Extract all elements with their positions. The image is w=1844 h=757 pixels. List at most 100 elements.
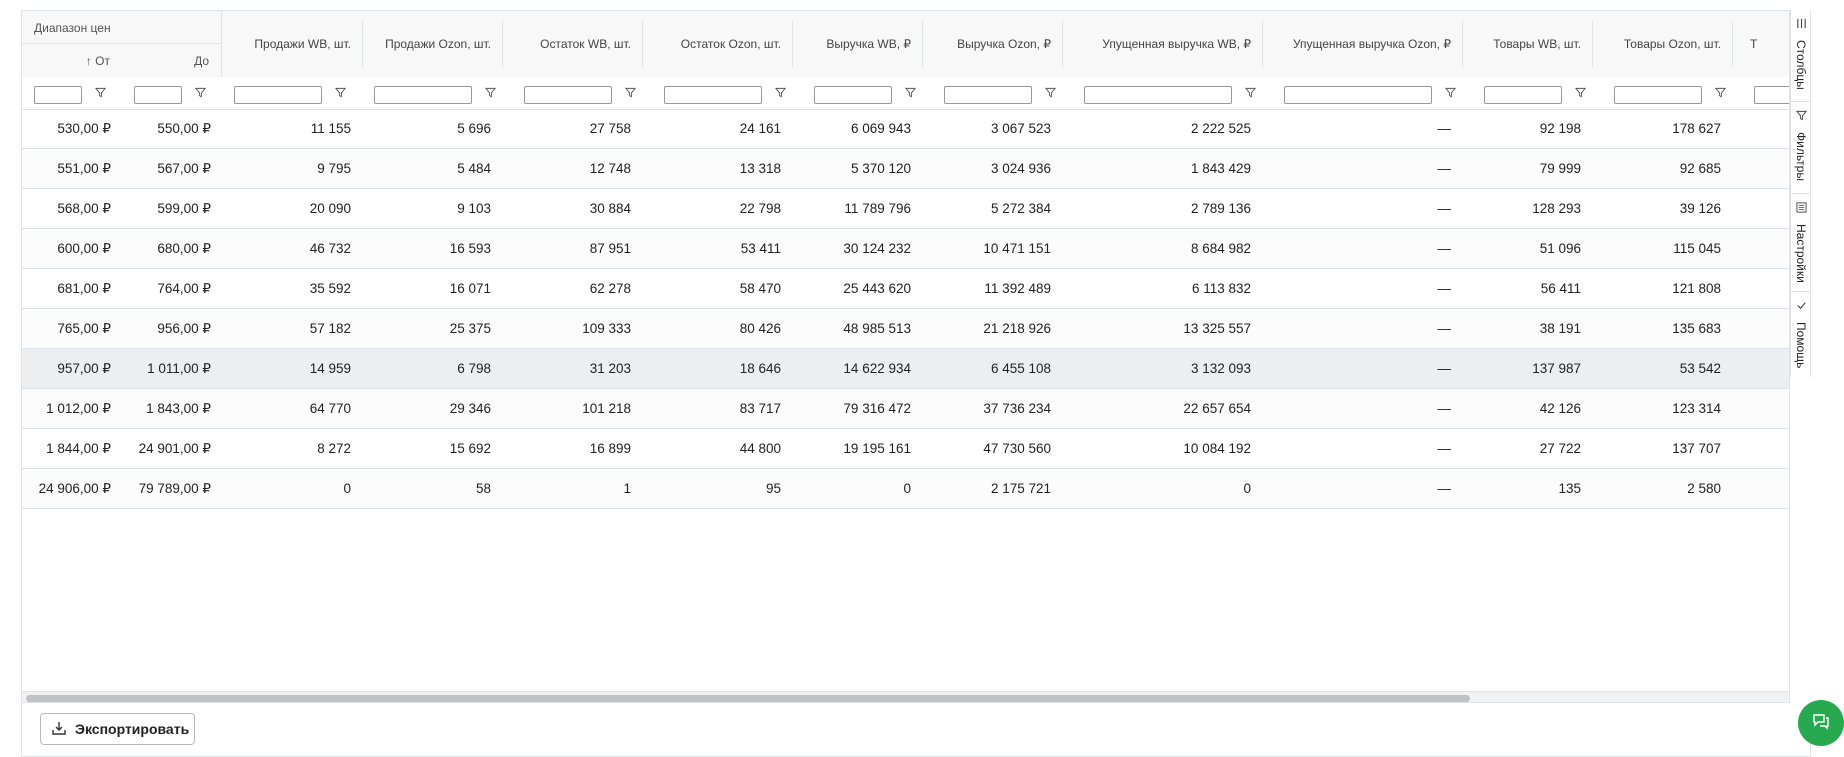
filter-row: [22, 77, 1789, 110]
price-from-cell: 1 844,00 ₽: [46, 441, 111, 456]
stock-ozon-cell: 83 717: [739, 401, 781, 416]
grid-footer: Экспортировать: [21, 703, 1811, 757]
stock-ozon-cell: 44 800: [739, 441, 781, 456]
price-from-cell: 1 012,00 ₽: [46, 401, 111, 416]
products-ozon-cell: 121 808: [1672, 281, 1721, 296]
table-row[interactable]: 530,00 ₽ 550,00 ₽ 11 155 5 696 27 758 24…: [22, 109, 1789, 149]
filter-input-truncated-column[interactable]: [1754, 86, 1789, 104]
stock-ozon-cell: 22 798: [739, 201, 781, 216]
sales-ozon-cell: 25 375: [449, 321, 491, 336]
filter-input-revenue-ozon[interactable]: [944, 86, 1032, 104]
price-from-cell: 765,00 ₽: [57, 321, 111, 336]
chat-support-button[interactable]: [1798, 700, 1844, 746]
filter-input-lost-revenue-ozon[interactable]: [1284, 86, 1432, 104]
price-to-cell: 1 843,00 ₽: [146, 401, 211, 416]
filter-input-lost-revenue-wb[interactable]: [1084, 86, 1232, 104]
price-to-cell: 956,00 ₽: [157, 321, 211, 336]
table-row[interactable]: 1 012,00 ₽ 1 843,00 ₽ 64 770 29 346 101 …: [22, 389, 1789, 429]
sales-ozon-cell: 6 798: [457, 361, 491, 376]
table-row[interactable]: 568,00 ₽ 599,00 ₽ 20 090 9 103 30 884 22…: [22, 189, 1789, 229]
filter-icon[interactable]: [193, 85, 207, 99]
stock-wb-cell: 27 758: [589, 121, 631, 136]
stock-wb-cell: 31 203: [589, 361, 631, 376]
filter-input-price-from[interactable]: [34, 86, 82, 104]
side-tab-filters[interactable]: Фильтры: [1791, 102, 1811, 194]
filter-icon[interactable]: [93, 85, 107, 99]
products-ozon-cell: 53 542: [1679, 361, 1721, 376]
horizontal-scrollbar[interactable]: [22, 691, 1789, 702]
header-sales-wb[interactable]: Продажи WB, шт.: [254, 37, 351, 51]
revenue-ozon-cell: 6 455 108: [990, 361, 1051, 376]
table-row[interactable]: 600,00 ₽ 680,00 ₽ 46 732 16 593 87 951 5…: [22, 229, 1789, 269]
side-tab-columns-label: Столбцы: [1794, 40, 1808, 90]
header-stock-ozon[interactable]: Остаток Ozon, шт.: [642, 11, 792, 77]
lost-revenue-wb-cell: 13 325 557: [1183, 321, 1251, 336]
table-row-hovered[interactable]: 957,00 ₽ 1 011,00 ₽ 14 959 6 798 31 203 …: [22, 349, 1789, 389]
filter-icon[interactable]: [1443, 85, 1457, 99]
lost-revenue-ozon-cell: —: [1437, 361, 1452, 376]
filter-input-products-ozon[interactable]: [1614, 86, 1702, 104]
lost-revenue-wb-cell: 22 657 654: [1183, 401, 1251, 416]
header-lost-revenue-wb[interactable]: Упущенная выручка WB, ₽: [1062, 11, 1262, 77]
side-tab-help-label: Помощь: [1794, 322, 1808, 369]
lost-revenue-wb-cell: 0: [1243, 481, 1251, 496]
filter-input-stock-ozon[interactable]: [664, 86, 762, 104]
stock-ozon-cell: 95: [765, 481, 781, 496]
stock-ozon-cell: 13 318: [739, 161, 781, 176]
horizontal-scrollbar-thumb[interactable]: [26, 695, 1470, 702]
side-tab-columns[interactable]: Столбцы: [1791, 10, 1811, 102]
table-row[interactable]: 24 906,00 ₽ 79 789,00 ₽ 0 58 1 95 0 2 17…: [22, 469, 1789, 509]
revenue-ozon-cell: 37 736 234: [983, 401, 1051, 416]
products-wb-cell: 79 999: [1539, 161, 1581, 176]
filter-input-products-wb[interactable]: [1484, 86, 1562, 104]
stock-wb-cell: 30 884: [589, 201, 631, 216]
filter-input-sales-wb[interactable]: [234, 86, 322, 104]
revenue-wb-cell: 79 316 472: [843, 401, 911, 416]
header-products-ozon[interactable]: Товары Ozon, шт.: [1592, 11, 1732, 77]
filter-icon[interactable]: [1713, 85, 1727, 99]
stock-wb-cell: 87 951: [589, 241, 631, 256]
products-ozon-cell: 137 707: [1672, 441, 1721, 456]
revenue-wb-cell: 5 370 120: [850, 161, 911, 176]
filter-input-sales-ozon[interactable]: [374, 86, 472, 104]
filter-icon[interactable]: [623, 85, 637, 99]
products-wb-cell: 27 722: [1539, 441, 1581, 456]
filter-icon[interactable]: [1043, 85, 1057, 99]
price-range-group-header[interactable]: Диапазон цен: [22, 11, 222, 44]
header-products-wb[interactable]: Товары WB, шт.: [1462, 11, 1592, 77]
filter-icon[interactable]: [333, 85, 347, 99]
filter-input-stock-wb[interactable]: [524, 86, 612, 104]
header-revenue-ozon[interactable]: Выручка Ozon, ₽: [922, 11, 1062, 77]
revenue-ozon-cell: 10 471 151: [983, 241, 1051, 256]
filter-icon[interactable]: [1243, 85, 1257, 99]
filter-icon[interactable]: [483, 85, 497, 99]
lost-revenue-wb-cell: 8 684 982: [1190, 241, 1251, 256]
side-tab-help[interactable]: Помощь: [1791, 292, 1811, 377]
export-button[interactable]: Экспортировать: [40, 713, 195, 745]
filter-icon[interactable]: [1573, 85, 1587, 99]
price-to-header[interactable]: До: [122, 45, 222, 77]
stock-ozon-cell: 18 646: [739, 361, 781, 376]
table-row[interactable]: 1 844,00 ₽ 24 901,00 ₽ 8 272 15 692 16 8…: [22, 429, 1789, 469]
chat-icon: [1811, 711, 1831, 736]
price-to-cell: 599,00 ₽: [157, 201, 211, 216]
header-sales-ozon[interactable]: Продажи Ozon, шт.: [362, 11, 502, 77]
side-tab-settings[interactable]: Настройки: [1791, 194, 1811, 292]
products-wb-cell: 137 987: [1532, 361, 1581, 376]
header-lost-revenue-ozon[interactable]: Упущенная выручка Ozon, ₽: [1262, 11, 1462, 77]
products-ozon-cell: 39 126: [1679, 201, 1721, 216]
lost-revenue-wb-cell: 2 222 525: [1190, 121, 1251, 136]
filter-input-price-to[interactable]: [134, 86, 182, 104]
header-truncated-column[interactable]: Т: [1732, 11, 1789, 77]
filter-input-revenue-wb[interactable]: [814, 86, 892, 104]
table-row[interactable]: 765,00 ₽ 956,00 ₽ 57 182 25 375 109 333 …: [22, 309, 1789, 349]
table-row[interactable]: 681,00 ₽ 764,00 ₽ 35 592 16 071 62 278 5…: [22, 269, 1789, 309]
filter-icon[interactable]: [773, 85, 787, 99]
header-stock-wb[interactable]: Остаток WB, шт.: [502, 11, 642, 77]
price-to-cell: 550,00 ₽: [157, 121, 211, 136]
table-row[interactable]: 551,00 ₽ 567,00 ₽ 9 795 5 484 12 748 13 …: [22, 149, 1789, 189]
price-from-header[interactable]: ↑ От: [85, 54, 110, 68]
filter-icon[interactable]: [903, 85, 917, 99]
lost-revenue-wb-cell: 2 789 136: [1190, 201, 1251, 216]
header-revenue-wb[interactable]: Выручка WB, ₽: [792, 11, 922, 77]
